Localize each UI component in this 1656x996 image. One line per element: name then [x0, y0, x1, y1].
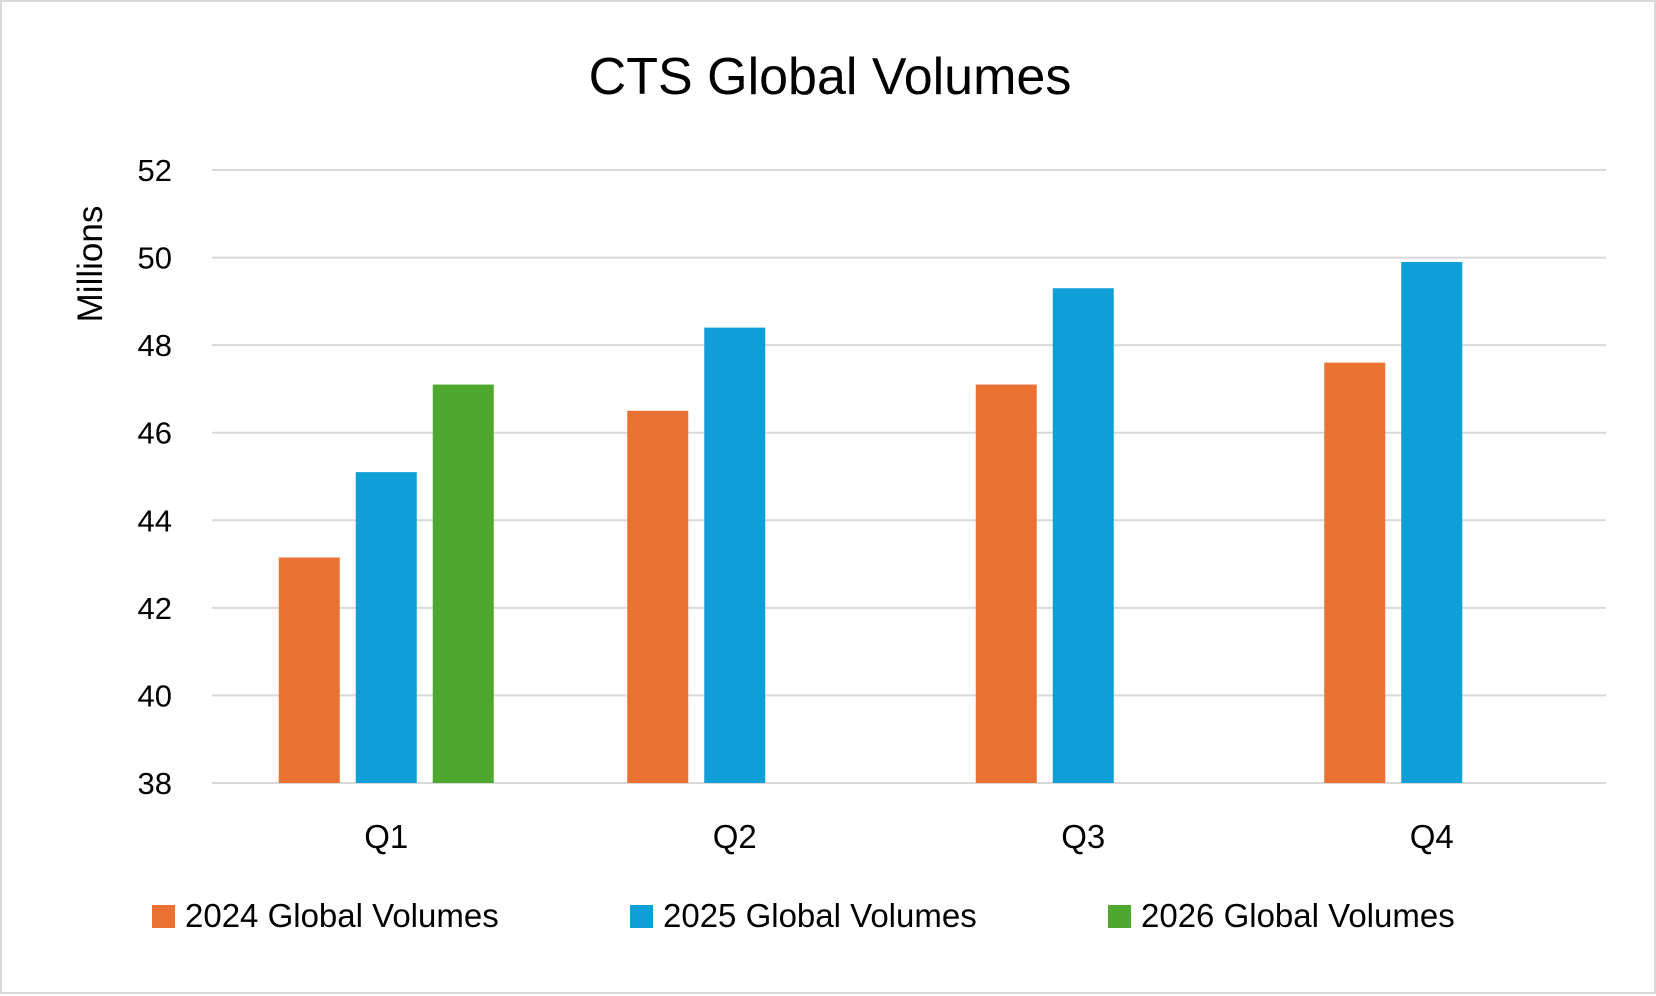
chart-title: CTS Global Volumes — [589, 48, 1072, 106]
bar-q1-series-1 — [278, 557, 340, 783]
bar-q3-series-1 — [975, 384, 1037, 783]
legend-swatch — [152, 905, 175, 928]
y-tick-label: 46 — [138, 416, 172, 451]
y-axis-label: Millions — [71, 206, 110, 323]
bar-q1-series-3 — [432, 384, 494, 783]
x-category-label: Q2 — [713, 818, 757, 855]
bar-q4-series-1 — [1324, 362, 1386, 783]
legend-label: 2025 Global Volumes — [663, 897, 977, 934]
legend-label: 2026 Global Volumes — [1141, 897, 1455, 934]
y-tick-label: 48 — [138, 328, 172, 363]
bars — [278, 261, 1463, 783]
legend-swatch — [630, 905, 653, 928]
bar-q3-series-2 — [1052, 288, 1114, 783]
x-category-label: Q3 — [1061, 818, 1105, 855]
y-tick-label: 52 — [138, 153, 172, 188]
x-axis-categories: Q1 Q2 Q3 Q4 — [364, 818, 1454, 855]
bar-q4-series-2 — [1401, 261, 1463, 783]
legend-label: 2024 Global Volumes — [185, 897, 499, 934]
y-tick-label: 38 — [138, 766, 172, 801]
y-tick-label: 42 — [138, 591, 172, 626]
y-tick-label: 40 — [138, 678, 172, 713]
bar-q2-series-2 — [704, 327, 766, 783]
bar-q1-series-2 — [355, 472, 417, 783]
x-category-label: Q1 — [364, 818, 408, 855]
legend: 2024 Global Volumes 2025 Global Volumes 20… — [152, 897, 1455, 934]
legend-swatch — [1108, 905, 1131, 928]
y-tick-label: 50 — [138, 241, 172, 276]
gridlines — [212, 169, 1606, 784]
x-category-label: Q4 — [1410, 818, 1454, 855]
y-tick-label: 44 — [138, 503, 172, 538]
y-axis-ticks: 38 40 42 44 46 48 50 52 — [138, 153, 172, 801]
bar-q2-series-1 — [627, 410, 689, 783]
